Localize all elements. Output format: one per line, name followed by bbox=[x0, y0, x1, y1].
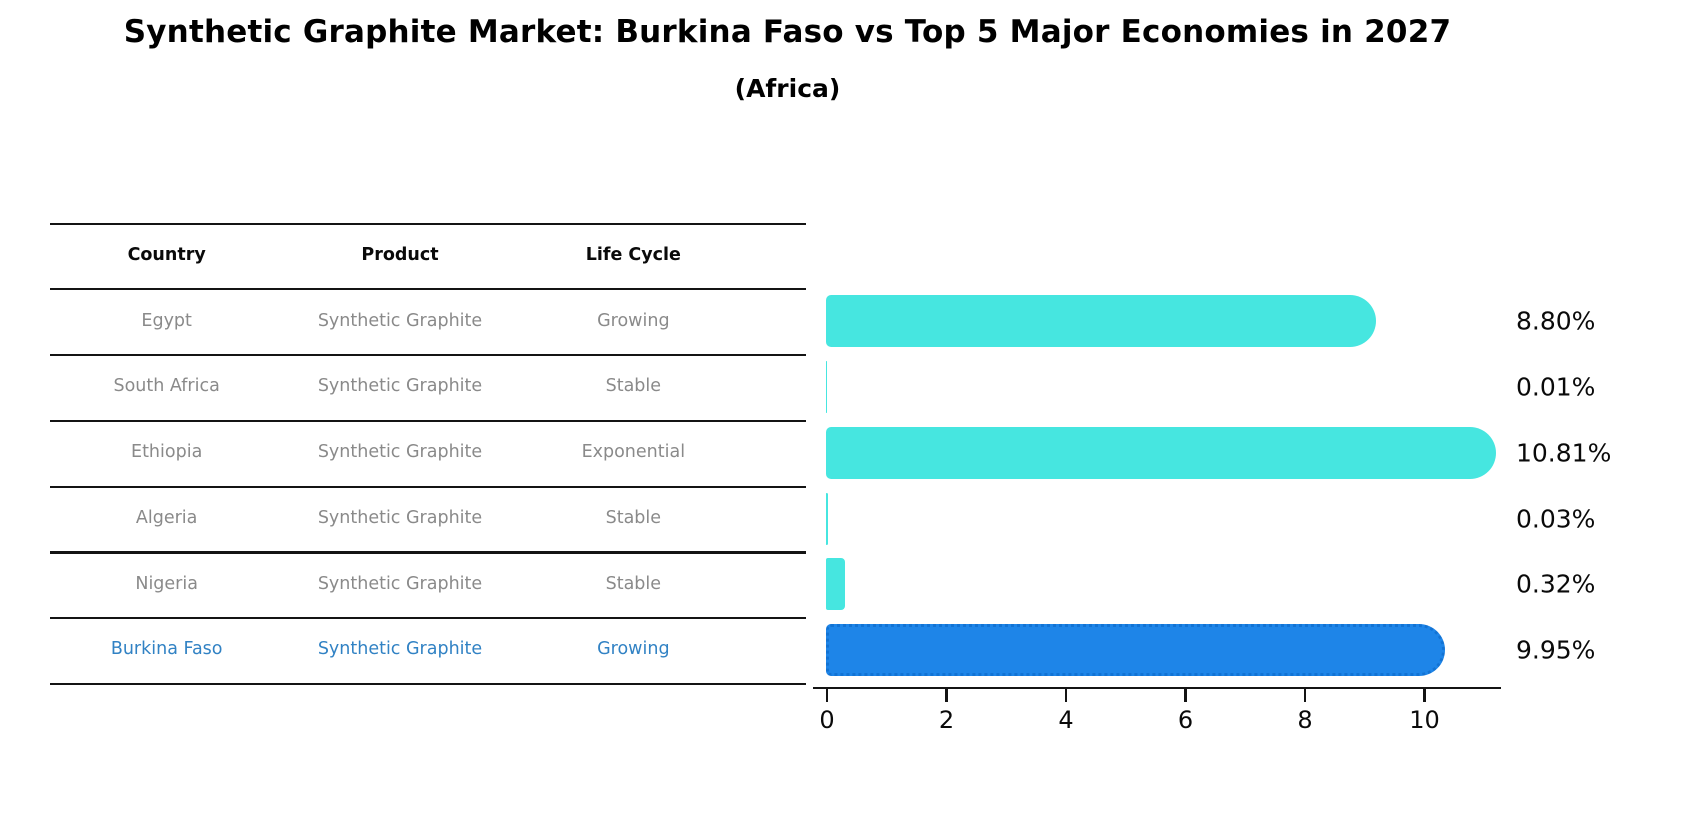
x-axis-tick bbox=[1064, 689, 1068, 702]
bar-value-label-nigeria: 0.32% bbox=[1516, 569, 1596, 599]
chart-subtitle: (Africa) bbox=[734, 74, 841, 103]
row-separator bbox=[50, 617, 806, 620]
table-cell-life-cycle: Stable bbox=[605, 376, 662, 397]
row-separator bbox=[50, 551, 806, 554]
row-separator bbox=[50, 682, 806, 686]
bar-value-label-egypt: 8.80% bbox=[1516, 306, 1596, 336]
x-axis-tick-label: 2 bbox=[938, 706, 955, 734]
table-row-nigeria: Nigeria Synthetic Graphite Stable bbox=[50, 551, 750, 617]
table-cell-country: South Africa bbox=[113, 376, 220, 397]
table-cell-product: Synthetic Graphite bbox=[317, 442, 483, 463]
row-separator bbox=[50, 354, 806, 357]
table-cell-life-cycle: Stable bbox=[605, 507, 662, 528]
table-cell-country: Nigeria bbox=[135, 573, 198, 594]
table-header-life-cycle: Life Cycle bbox=[585, 245, 681, 266]
table-cell-country: Egypt bbox=[141, 310, 192, 331]
bar-nigeria bbox=[826, 558, 846, 611]
row-separator bbox=[50, 223, 806, 226]
table-cell-country: Burkina Faso bbox=[110, 639, 223, 660]
row-separator bbox=[50, 288, 806, 291]
x-axis-tick bbox=[1423, 689, 1426, 702]
x-axis-tick-label: 0 bbox=[819, 706, 835, 734]
bar-value-label-burkina-faso: 9.95% bbox=[1516, 635, 1596, 665]
table-cell-life-cycle: Exponential bbox=[581, 442, 686, 463]
table-cell-country: Ethiopia bbox=[131, 442, 203, 463]
bar-south-africa bbox=[826, 360, 827, 413]
table-row-egypt: Egypt Synthetic Graphite Growing bbox=[50, 288, 750, 354]
x-axis-tick bbox=[1303, 689, 1307, 702]
bar-algeria bbox=[826, 492, 828, 545]
row-separator bbox=[50, 419, 806, 423]
bar-burkina-faso bbox=[826, 624, 1445, 677]
bar-ethiopia bbox=[826, 426, 1496, 479]
x-axis-tick bbox=[1184, 689, 1187, 702]
bar-value-label-ethiopia: 10.81% bbox=[1516, 438, 1612, 468]
table-cell-product: Synthetic Graphite bbox=[317, 573, 483, 594]
bar-value-label-south-africa: 0.01% bbox=[1516, 372, 1596, 402]
table-cell-product: Synthetic Graphite bbox=[317, 310, 483, 331]
x-axis-tick bbox=[945, 689, 948, 702]
table-cell-product: Synthetic Graphite bbox=[317, 507, 483, 528]
table-row-south-africa: South Africa Synthetic Graphite Stable bbox=[50, 354, 750, 420]
table-cell-life-cycle: Growing bbox=[597, 639, 670, 660]
x-axis-tick-label: 6 bbox=[1177, 706, 1194, 734]
table-cell-life-cycle: Growing bbox=[597, 310, 670, 331]
table-row-burkina-faso: Burkina Faso Synthetic Graphite Growing bbox=[50, 617, 750, 683]
x-axis-tick-label: 4 bbox=[1058, 706, 1074, 734]
x-axis-tick-label: 10 bbox=[1409, 706, 1440, 734]
row-separator bbox=[50, 485, 806, 488]
table-cell-product: Synthetic Graphite bbox=[317, 376, 483, 397]
table-row-algeria: Algeria Synthetic Graphite Stable bbox=[50, 486, 750, 552]
table-header-product: Product bbox=[361, 245, 439, 266]
bar-value-label-algeria: 0.03% bbox=[1516, 504, 1596, 534]
table-header-country: Country bbox=[127, 245, 206, 266]
x-axis-tick-label: 8 bbox=[1297, 706, 1313, 734]
bar-egypt bbox=[826, 295, 1376, 348]
table-header-row: Country Product Life Cycle bbox=[50, 223, 750, 288]
table-cell-product: Synthetic Graphite bbox=[317, 639, 483, 660]
table-row-ethiopia: Ethiopia Synthetic Graphite Exponential bbox=[50, 420, 750, 486]
x-axis-line bbox=[813, 686, 1501, 690]
chart-title: Synthetic Graphite Market: Burkina Faso … bbox=[123, 14, 1452, 50]
table-cell-country: Algeria bbox=[135, 507, 198, 528]
table-cell-life-cycle: Stable bbox=[605, 573, 662, 594]
x-axis-tick bbox=[825, 689, 829, 702]
